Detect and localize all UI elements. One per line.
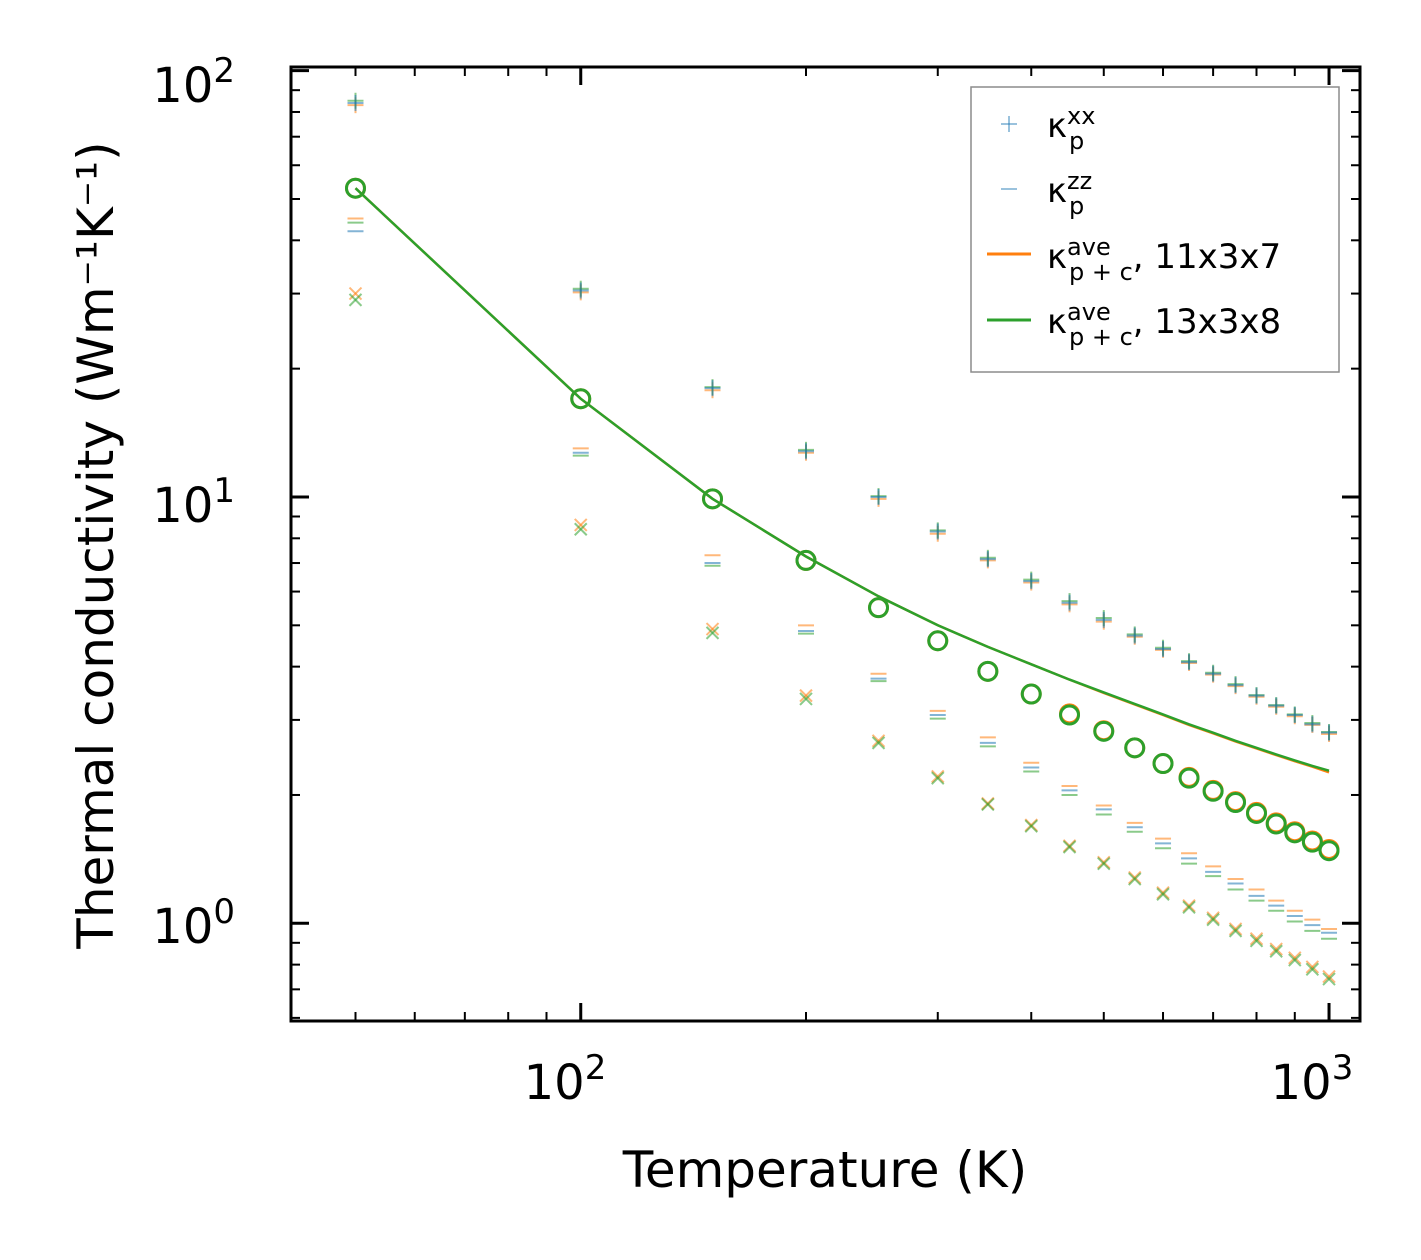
circle-marker (1059, 704, 1081, 726)
plot-frame (289, 65, 1362, 1023)
legend-label-kxx: κxx p (1047, 102, 1095, 155)
x-marker (1062, 840, 1077, 854)
y-tick-label-1: 100 (152, 892, 235, 955)
circle-marker (344, 177, 366, 199)
circle-marker (1202, 780, 1224, 802)
x-marker (1128, 870, 1142, 885)
x-marker (799, 688, 813, 703)
x-marker (1182, 898, 1196, 913)
x-marker (1269, 942, 1283, 956)
y-tick-label-10: 101 (152, 471, 235, 534)
x-marker (1182, 900, 1196, 915)
x-marker (1322, 969, 1336, 984)
circle-marker (1246, 802, 1268, 824)
x-marker (1269, 944, 1283, 958)
circle-marker (1225, 792, 1247, 814)
major-ticks (291, 67, 1360, 1021)
x-marker (1206, 911, 1220, 925)
x-marker (1249, 932, 1264, 946)
x-marker (1228, 922, 1243, 936)
circle-marker (927, 630, 949, 652)
series-2 (347, 94, 1338, 741)
x-marker (931, 769, 945, 784)
series-4 (347, 230, 1338, 934)
x-marker (705, 626, 720, 640)
y-axis-label: Thermal conductivity (Wm⁻¹K⁻¹) (67, 141, 125, 949)
series-6 (348, 286, 1336, 984)
x-marker (1156, 885, 1170, 900)
x-marker (1128, 872, 1142, 886)
circle-marker (702, 488, 724, 510)
x-marker (1305, 960, 1320, 974)
circle-marker (570, 388, 592, 410)
x-marker (1288, 951, 1302, 965)
x-axis-label: Temperature (K) (622, 1141, 1027, 1199)
x-marker (705, 622, 720, 636)
x-tick-label-100: 102 (524, 1048, 607, 1111)
x-marker (871, 736, 886, 750)
circle-marker (1020, 683, 1042, 705)
x-marker (1206, 912, 1220, 927)
x-marker (1322, 972, 1336, 986)
circle-marker (1301, 831, 1323, 853)
circle-marker (868, 597, 890, 619)
legend-label-kave-13x3x8: κave p + c, 13x3x8 (1047, 298, 1281, 351)
x-marker (1249, 934, 1264, 948)
x-marker (871, 734, 886, 748)
y-tick-label-100: 102 (152, 51, 235, 114)
series-7 (348, 293, 1336, 986)
circle-marker (1152, 753, 1174, 775)
x-marker (1097, 856, 1111, 871)
legend: κxx p κzz p κave p + c, 11x3x7 κave p + c, 1… (970, 86, 1340, 373)
series-5 (347, 221, 1338, 940)
x-marker (1288, 953, 1302, 967)
x-marker (348, 293, 363, 307)
series-line (354, 187, 1330, 772)
x-marker (981, 797, 995, 812)
legend-markers (987, 116, 1031, 322)
series-3 (347, 217, 1338, 930)
x-marker (1024, 819, 1038, 833)
circle-marker (1318, 840, 1340, 862)
x-marker (799, 692, 813, 706)
series-layer (344, 92, 1340, 986)
legend-box (970, 86, 1340, 373)
legend-label-kave-11x3x7: κave p + c, 11x3x7 (1047, 233, 1281, 286)
x-marker (574, 518, 588, 532)
circle-marker (1265, 813, 1287, 835)
x-tick-label-1000: 103 (1271, 1048, 1354, 1111)
x-marker (1228, 924, 1243, 938)
circle-marker (1093, 720, 1115, 742)
x-marker (574, 522, 588, 536)
series-11 (354, 187, 1330, 772)
circle-marker (1178, 767, 1200, 789)
x-marker (348, 286, 363, 301)
x-marker (931, 771, 945, 785)
circle-marker (977, 660, 999, 682)
series-9 (344, 177, 1340, 862)
legend-label-kzz: κzz p (1047, 167, 1092, 220)
circle-marker (1284, 822, 1306, 844)
x-marker (1305, 962, 1320, 977)
x-marker (1156, 887, 1170, 901)
circle-marker (1124, 737, 1146, 759)
